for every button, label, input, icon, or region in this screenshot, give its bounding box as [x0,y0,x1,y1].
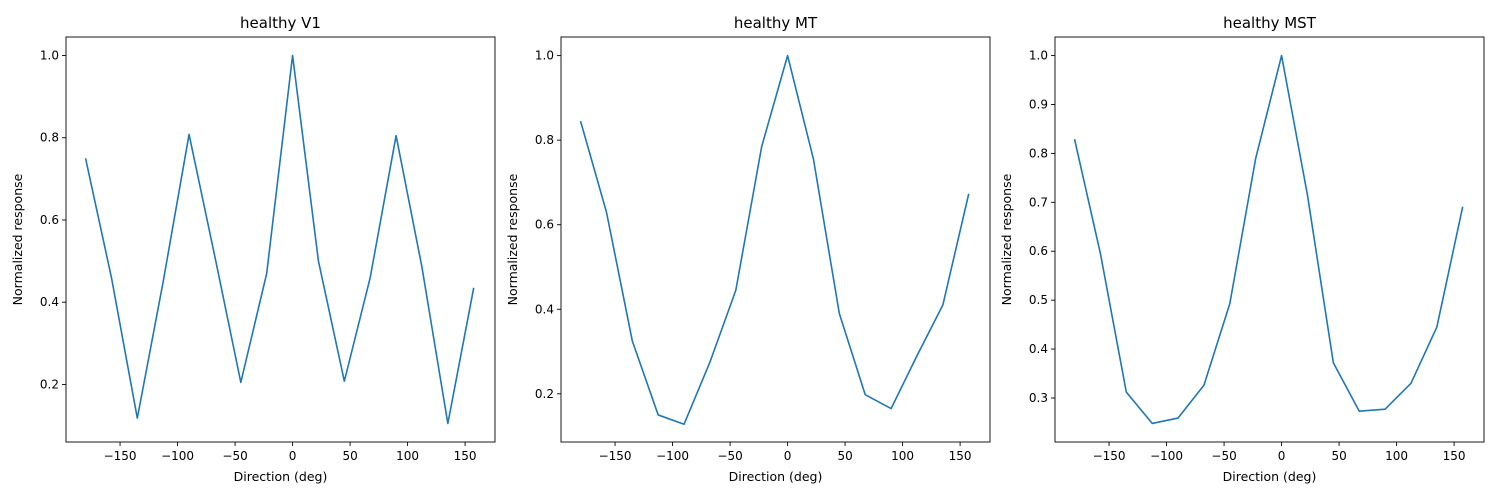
series-line [579,54,970,426]
chart-panel-2: healthy MT −150 −100 −50 0 50 100 150 0.2 0.4 0.6 0… [505,14,991,484]
plot-frame [65,36,496,443]
x-tick-label: 0 [1278,449,1286,463]
x-tick-label: −50 [717,449,742,463]
chart-panel-1: healthy V1 −150 −100 −50 0 50 100 150 0.2 0.4 0.6 0… [10,14,496,484]
y-tick-label: 1.0 [535,49,554,63]
series-line [1073,54,1464,425]
y-tick-label: 0.5 [1029,293,1048,307]
y-axis-label: Normalized response [505,173,520,305]
x-axis-label: Direction (deg) [234,469,328,484]
x-tick-label: 150 [1443,449,1466,463]
chart-panel-3: healthy MST −150 −100 −50 0 50 100 150 0.3 0.4 0.5… [999,14,1485,484]
x-tick-label: −100 [161,449,194,463]
y-tick-label: 0.2 [535,387,554,401]
y-axis-label: Normalized response [10,173,25,305]
y-tick-label: 0.8 [40,131,59,145]
x-tick-label: −150 [1093,449,1126,463]
x-tick-label: −50 [222,449,247,463]
plot-frame [1054,36,1485,443]
x-tick-label: 0 [784,449,792,463]
y-tick-label: 0.3 [1029,391,1048,405]
chart-title: healthy MST [1223,14,1317,32]
x-tick-label: −150 [104,449,137,463]
x-tick-label: 100 [891,449,914,463]
y-tick-label: 0.8 [535,133,554,147]
x-tick-label: 0 [289,449,297,463]
x-tick-label: −150 [599,449,632,463]
x-tick-label: 150 [454,449,477,463]
x-axis-label: Direction (deg) [1223,469,1317,484]
chart-title: healthy MT [734,14,818,32]
y-axis-label: Normalized response [999,173,1014,305]
x-tick-label: 150 [949,449,972,463]
y-tick-label: 0.6 [1029,244,1048,258]
y-tick-label: 1.0 [40,49,59,63]
y-tick-label: 0.4 [1029,342,1048,356]
series-line [84,54,475,425]
x-tick-label: 100 [396,449,419,463]
chart-title: healthy V1 [240,14,321,32]
y-tick-label: 0.8 [1029,146,1048,160]
y-tick-label: 0.4 [535,302,554,316]
x-tick-label: −50 [1211,449,1236,463]
y-tick-label: 0.4 [40,295,59,309]
y-tick-label: 1.0 [1029,49,1048,63]
y-tick-label: 0.6 [40,213,59,227]
y-tick-label: 0.7 [1029,195,1048,209]
x-tick-label: −100 [1150,449,1183,463]
x-tick-label: 50 [837,449,852,463]
x-axis-label: Direction (deg) [729,469,823,484]
plot-frame [560,36,991,443]
y-tick-label: 0.2 [40,377,59,391]
x-tick-label: 50 [342,449,357,463]
y-tick-label: 0.9 [1029,98,1048,112]
x-tick-label: 50 [1331,449,1346,463]
y-tick-label: 0.6 [535,218,554,232]
x-tick-label: −100 [656,449,689,463]
x-tick-label: 100 [1385,449,1408,463]
